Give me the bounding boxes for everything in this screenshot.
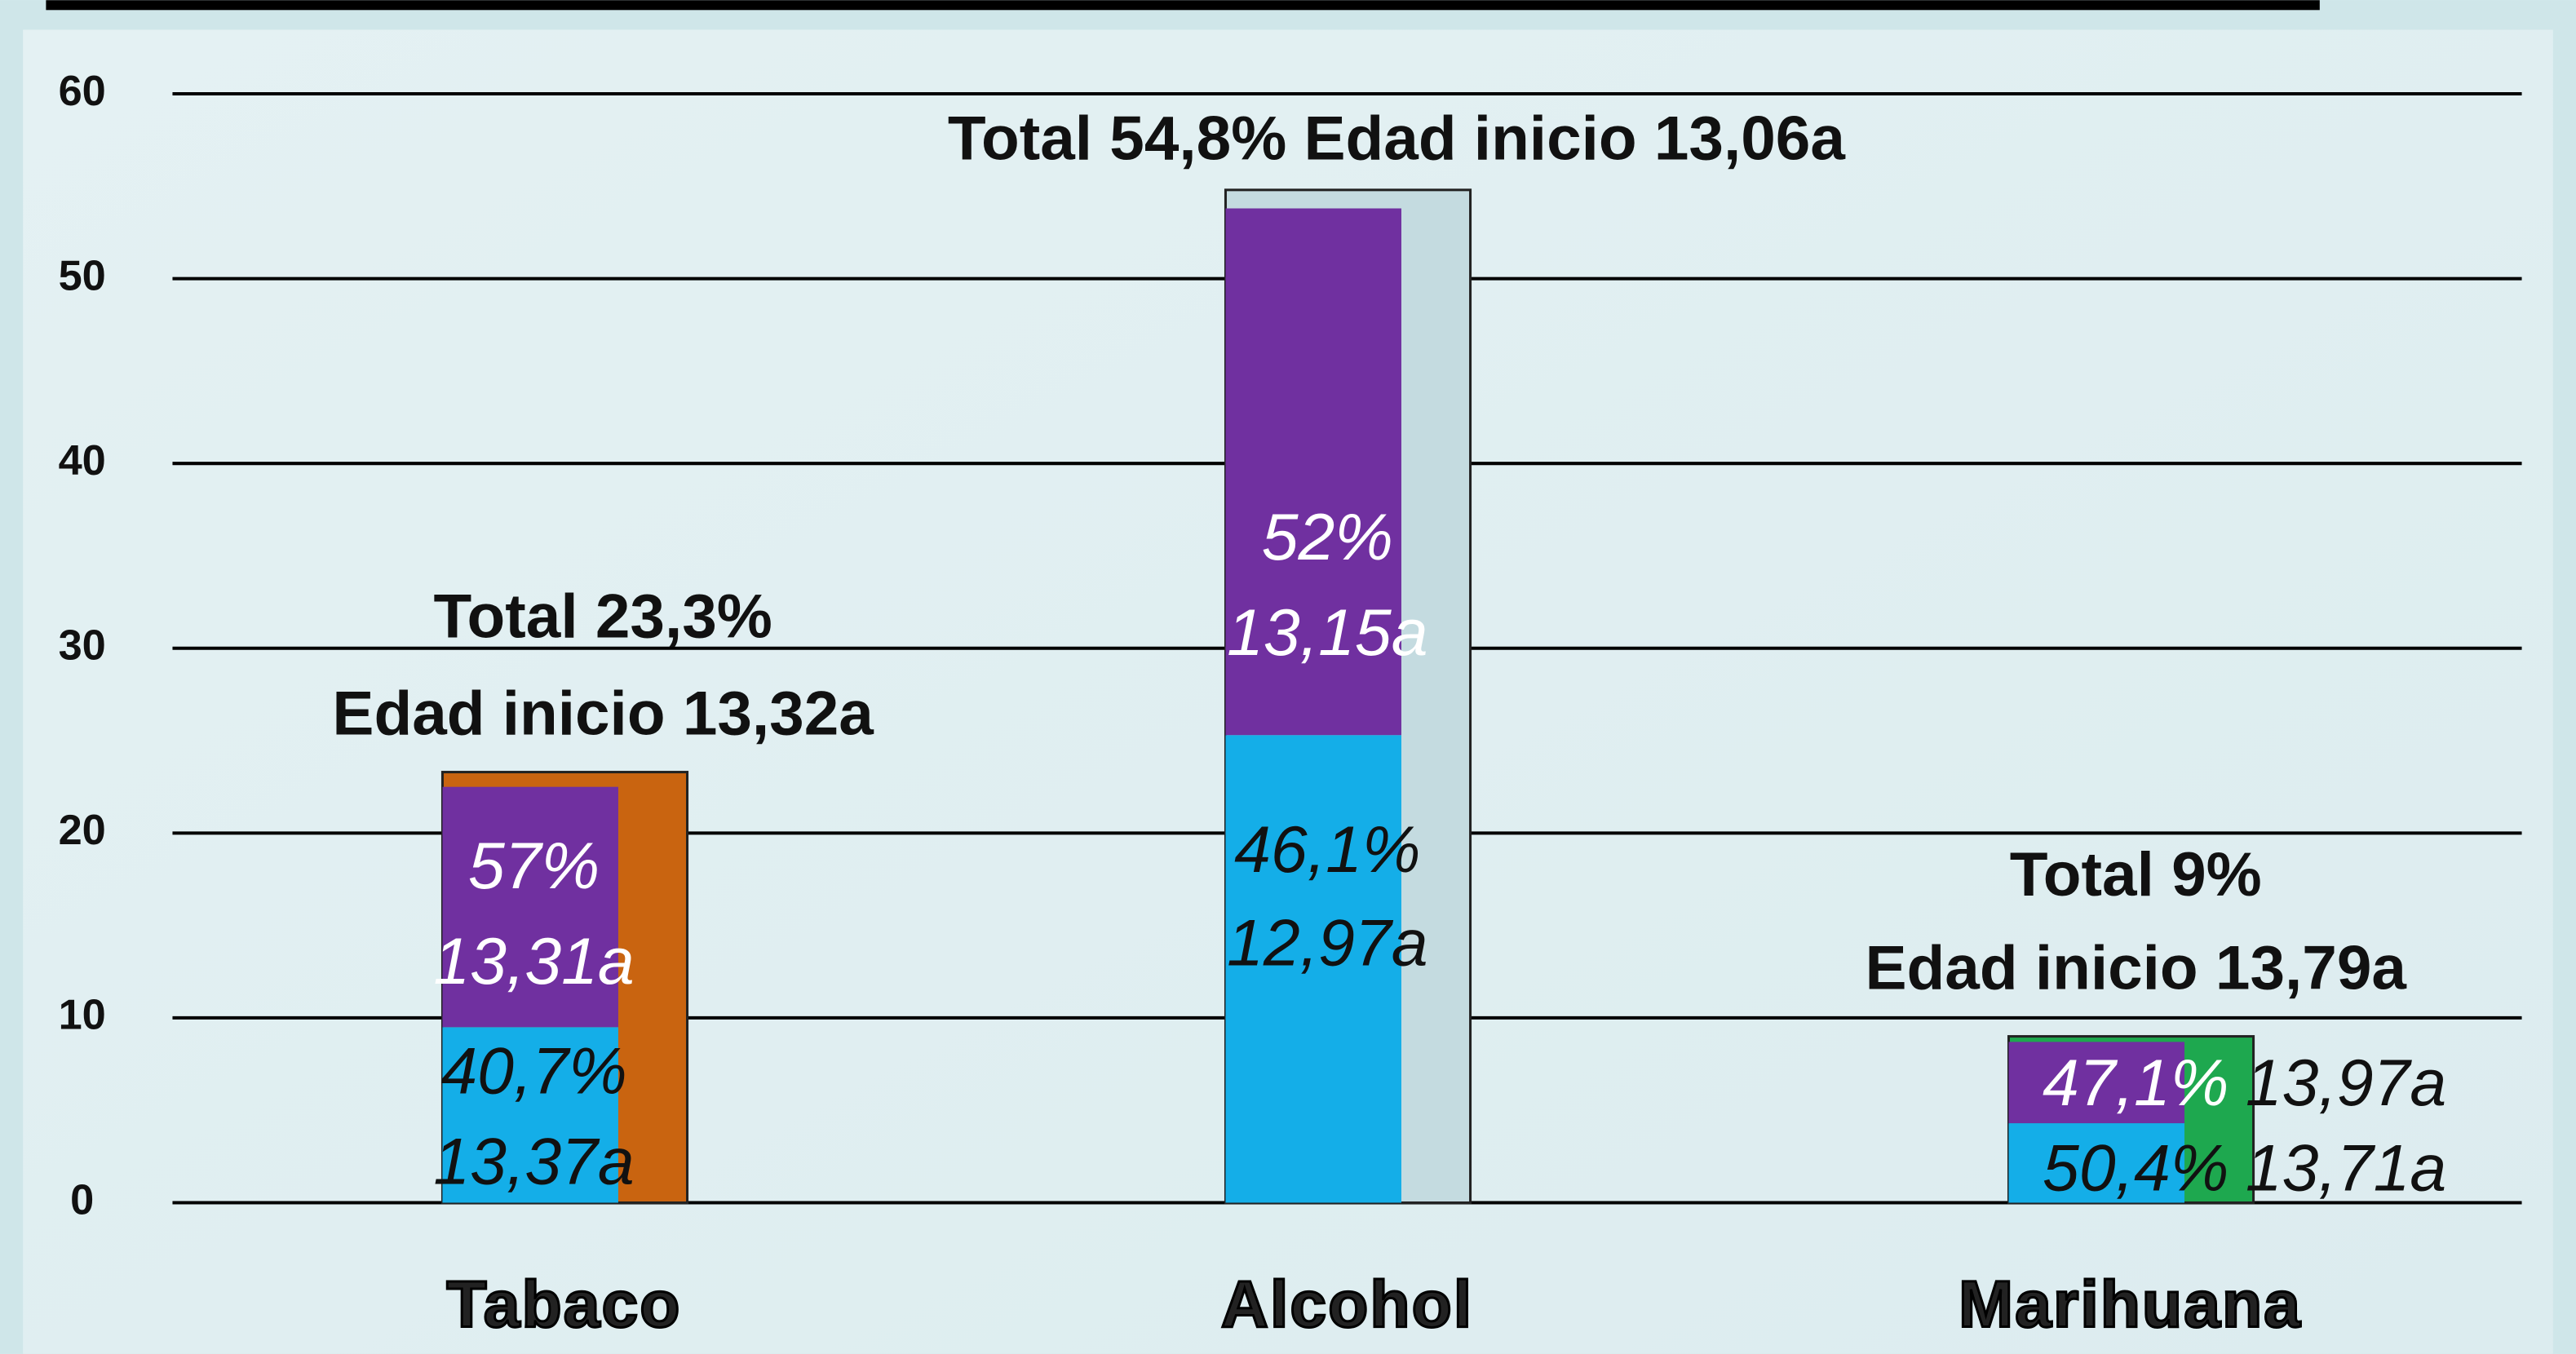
y-tick-label: 40 xyxy=(59,437,106,485)
segment-label: 50,4% xyxy=(2043,1132,2229,1206)
segment-label: 13,15a xyxy=(1227,596,1427,670)
y-tick-label: 0 xyxy=(70,1176,94,1223)
x-tick-label: Marihuana xyxy=(1959,1268,2302,1342)
segment-label: 13,37a xyxy=(433,1125,634,1198)
y-tick-label: 20 xyxy=(59,807,106,854)
segment-bar xyxy=(442,1027,618,1203)
x-tick-label: Alcohol xyxy=(1221,1268,1473,1342)
total-label: Total 23,3% xyxy=(433,582,772,652)
y-tick-label: 30 xyxy=(59,622,106,670)
segment-label: 40,7% xyxy=(440,1035,626,1108)
total-label: Total 54,8% Edad inicio 13,06a xyxy=(948,104,1846,174)
segment-label: 52% xyxy=(1262,501,1393,574)
x-tick-label: Tabaco xyxy=(446,1268,681,1342)
segment-label: 12,97a xyxy=(1227,907,1427,980)
title-bar xyxy=(46,0,2320,11)
total-label: Edad inicio 13,32a xyxy=(332,679,874,749)
segment-bar xyxy=(2008,1042,2184,1124)
total-label: Edad inicio 13,79a xyxy=(1866,934,2408,1003)
segment-label: 46,1% xyxy=(1234,813,1420,887)
y-tick-label: 50 xyxy=(59,252,106,299)
segment-label: 13,31a xyxy=(433,925,634,998)
segment-bar xyxy=(1225,208,1401,736)
segment-bar xyxy=(442,786,618,1028)
segment-bar xyxy=(2008,1123,2184,1203)
segment-bar xyxy=(1225,735,1401,1203)
segment-label: 13,71a xyxy=(2246,1132,2446,1206)
segment-label: 57% xyxy=(468,830,600,903)
total-label: Total 9% xyxy=(2010,840,2262,909)
segment-label: 13,97a xyxy=(2246,1046,2446,1120)
segment-label: 47,1% xyxy=(2043,1046,2229,1120)
y-tick-label: 10 xyxy=(59,992,106,1039)
y-tick-label: 60 xyxy=(59,68,106,115)
